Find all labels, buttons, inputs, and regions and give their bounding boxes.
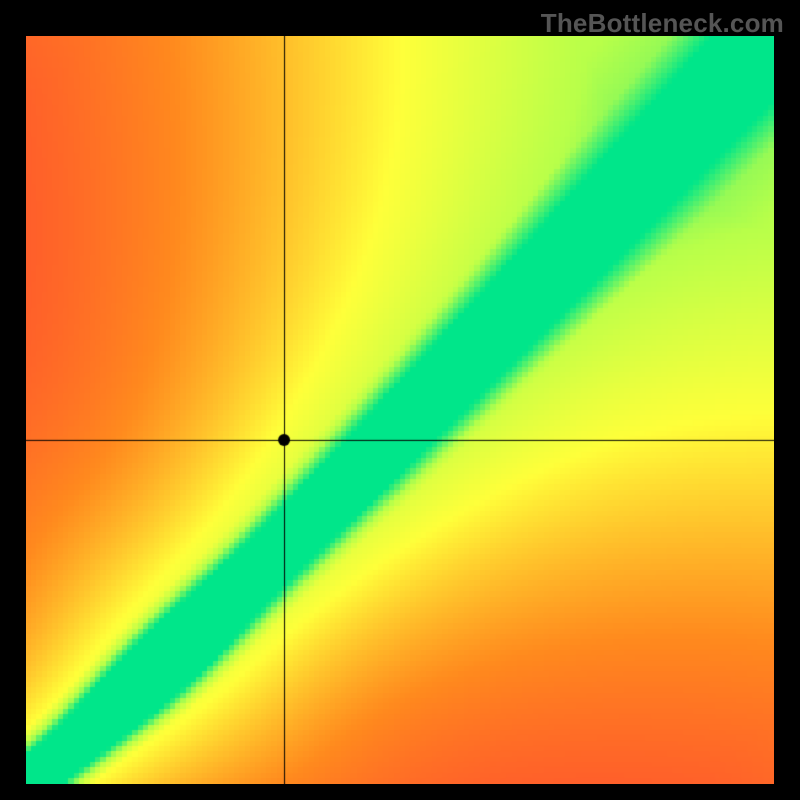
chart-container: TheBottleneck.com bbox=[0, 0, 800, 800]
watermark-text: TheBottleneck.com bbox=[541, 8, 784, 39]
bottleneck-heatmap bbox=[26, 36, 774, 784]
